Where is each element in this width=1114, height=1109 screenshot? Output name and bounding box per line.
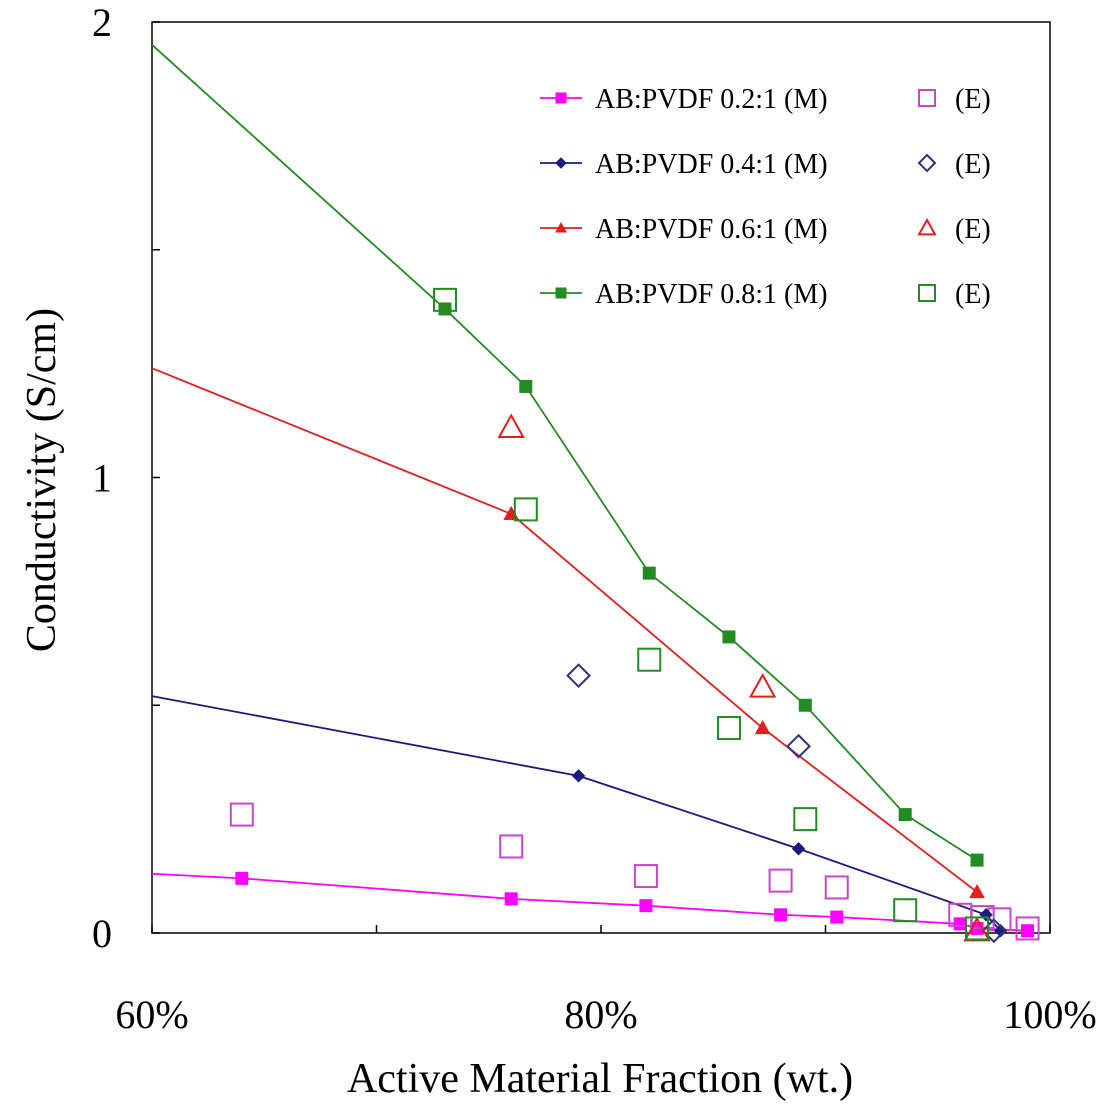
data-point <box>637 647 662 672</box>
x-tick-label: 60% <box>115 992 188 1037</box>
data-point <box>555 92 567 104</box>
data-point <box>768 868 793 893</box>
legend-label: (E) <box>955 279 991 310</box>
data-point <box>917 217 937 236</box>
data-point <box>970 853 984 867</box>
data-point <box>555 157 567 169</box>
data-point <box>1021 924 1035 938</box>
data-point <box>235 871 249 885</box>
data-point <box>898 808 912 822</box>
data-point <box>918 89 936 107</box>
legend-label: AB:PVDF 0.6:1 (M) <box>595 214 828 245</box>
data-point <box>917 153 937 173</box>
legend-label: AB:PVDF 0.8:1 (M) <box>595 279 828 310</box>
x-axis-title: Active Material Fraction (wt.) <box>347 1056 853 1102</box>
y-tick-label: 0 <box>92 911 112 956</box>
data-point <box>953 917 967 931</box>
data-point <box>555 287 567 299</box>
data-point <box>824 875 849 900</box>
data-point <box>642 566 656 580</box>
y-tick-label: 2 <box>92 0 112 45</box>
legend-label: (E) <box>955 214 991 245</box>
data-point <box>1015 916 1040 941</box>
data-point <box>432 287 457 312</box>
data-point <box>798 698 812 712</box>
data-point <box>722 630 736 644</box>
data-point <box>993 924 1008 938</box>
data-point <box>229 802 254 827</box>
data-point <box>791 842 806 856</box>
data-point <box>497 413 525 438</box>
data-point <box>555 221 567 233</box>
data-point <box>639 899 653 913</box>
data-point <box>793 807 818 832</box>
data-point <box>513 497 538 522</box>
series-markers <box>229 287 1040 944</box>
data-point <box>519 379 533 393</box>
legend-label: (E) <box>955 149 991 180</box>
series-line <box>151 367 978 893</box>
data-point <box>754 719 771 735</box>
data-point <box>499 834 524 859</box>
axes: 60% 80% 100% 0 1 2 <box>92 0 1097 1037</box>
legend-label: (E) <box>955 84 991 115</box>
legend-label: AB:PVDF 0.4:1 (M) <box>595 149 828 180</box>
data-point <box>965 916 990 941</box>
data-point <box>893 898 918 923</box>
data-point <box>918 284 936 302</box>
legend-label: AB:PVDF 0.2:1 (M) <box>595 84 828 115</box>
data-point <box>774 908 788 922</box>
y-axis-title: Conductivity (S/cm) <box>19 308 65 652</box>
data-point <box>830 910 844 924</box>
x-tick-label: 80% <box>564 992 637 1037</box>
data-point <box>566 663 591 689</box>
x-tick-label: 100% <box>1003 992 1096 1037</box>
data-point <box>438 302 452 316</box>
series-line <box>151 44 978 861</box>
data-point <box>748 672 777 698</box>
data-point <box>786 733 811 759</box>
data-point <box>716 716 741 741</box>
legend: AB:PVDF 0.2:1 (M) (E) AB:PVDF 0.4:1 (M) (E)… <box>540 84 991 310</box>
data-point <box>981 918 1007 944</box>
data-point <box>633 864 658 889</box>
data-point <box>969 883 985 899</box>
y-tick-label: 1 <box>92 456 112 501</box>
data-point <box>571 769 586 783</box>
data-point <box>504 892 518 906</box>
